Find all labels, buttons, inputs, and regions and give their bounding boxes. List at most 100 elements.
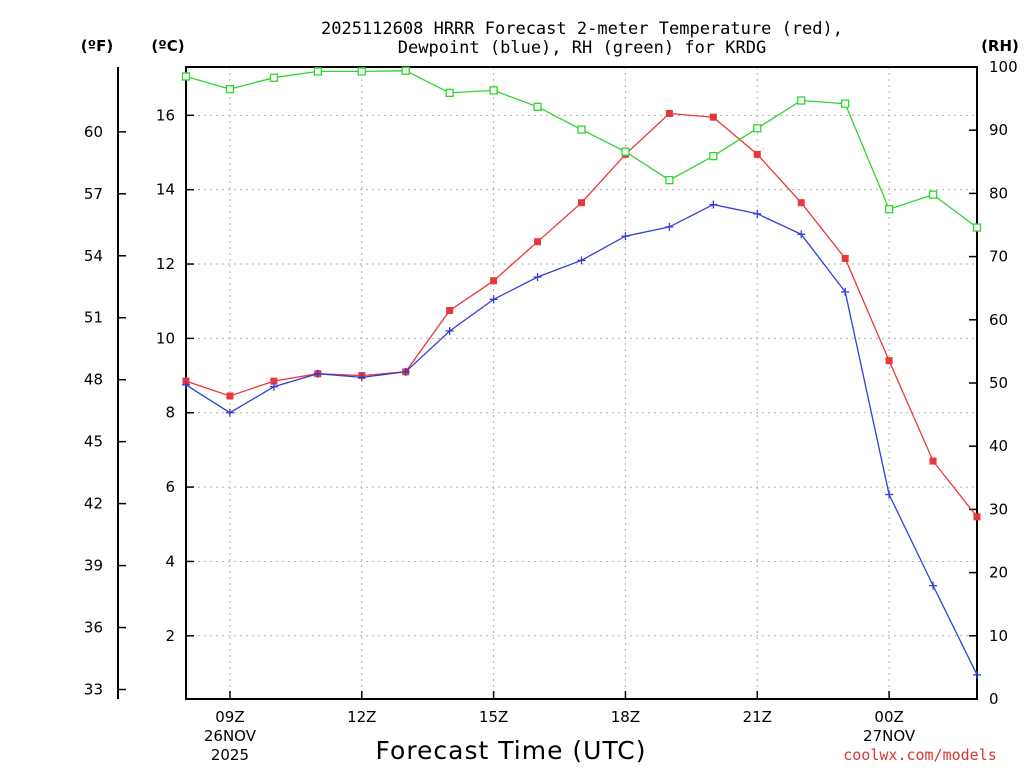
dewpoint-point <box>577 256 586 265</box>
grid-lines <box>186 67 977 699</box>
chart-title-line2: Dewpoint (blue), RH (green) for KRDG <box>398 38 766 58</box>
temperature-point <box>753 150 761 158</box>
temperature-point <box>490 277 498 285</box>
temperature-point <box>534 238 542 246</box>
rh-point <box>445 88 454 98</box>
c-tick-label: 14 <box>156 181 175 199</box>
rh-tick-label: 30 <box>989 500 1008 518</box>
rh-point <box>357 67 366 76</box>
temperature-point <box>929 457 937 465</box>
dewpoint-point <box>313 369 322 378</box>
temperature-point <box>226 392 234 400</box>
dewpoint-series <box>182 200 981 679</box>
x-tick-label: 12Z <box>347 708 376 726</box>
x-tick-date: 26NOV <box>204 727 257 745</box>
temperature-point <box>797 199 805 207</box>
c-tick-label: 4 <box>165 552 175 570</box>
c-tick-label: 16 <box>156 106 175 124</box>
x-tick-year: 2025 <box>211 746 249 764</box>
dewpoint-point <box>445 326 454 335</box>
dewpoint-line <box>185 203 978 676</box>
rh-point <box>928 190 938 199</box>
x-tick-label: 15Z <box>479 708 508 726</box>
rh-point <box>753 124 762 133</box>
rh-tick-label: 10 <box>989 627 1008 645</box>
temperature-point <box>270 377 278 385</box>
chart-title-line1: 2025112608 HRRR Forecast 2-meter Tempera… <box>321 19 843 39</box>
dewpoint-point <box>797 230 806 239</box>
temperature-point <box>578 199 585 207</box>
rh-series <box>181 66 982 232</box>
rh-tick-label: 80 <box>989 184 1008 202</box>
dewpoint-point <box>621 232 630 241</box>
temperature-series <box>182 109 981 521</box>
rh-tick-label: 20 <box>989 564 1008 582</box>
f-tick-label: 39 <box>84 557 103 575</box>
f-tick-label: 36 <box>84 619 103 637</box>
data-series <box>181 66 982 679</box>
rh-point <box>401 66 410 75</box>
dewpoint-point <box>753 209 762 218</box>
dewpoint-point <box>225 408 234 417</box>
dewpoint-point <box>973 670 981 679</box>
rh-point <box>181 72 191 81</box>
temperature-point <box>973 513 981 521</box>
rh-point <box>313 67 322 76</box>
c-tick-label: 2 <box>165 627 175 645</box>
c-tick-label: 8 <box>165 404 175 422</box>
dewpoint-point <box>357 373 366 382</box>
temperature-point <box>446 307 454 315</box>
temperature-point <box>665 109 673 117</box>
rh-point <box>884 205 894 214</box>
rh-tick-label: 40 <box>989 437 1008 455</box>
dewpoint-point <box>929 581 938 590</box>
credit-link[interactable]: coolwx.com/models <box>843 746 997 764</box>
x-tick-date: 27NOV <box>863 727 916 745</box>
f-tick-label: 33 <box>84 680 103 698</box>
rh-tick-label: 50 <box>989 374 1008 392</box>
f-tick-label: 54 <box>84 247 103 265</box>
dewpoint-point <box>489 295 498 304</box>
rh-tick-label: 70 <box>989 248 1008 266</box>
f-tick-label: 57 <box>84 185 103 203</box>
rh-point <box>225 84 235 94</box>
plot-frame <box>185 66 978 700</box>
x-axis-title: Forecast Time (UTC) <box>376 736 647 765</box>
dewpoint-point <box>709 200 718 209</box>
temperature-point <box>841 254 849 262</box>
f-tick-label: 45 <box>84 433 103 451</box>
fahrenheit-unit-label: (ºF) <box>81 37 113 55</box>
dewpoint-point <box>885 490 894 499</box>
rh-tick-label: 0 <box>989 690 999 708</box>
rh-tick-label: 60 <box>989 311 1008 329</box>
dewpoint-point <box>182 380 190 389</box>
rh-point <box>841 99 850 108</box>
rh-unit-label: (RH) <box>981 37 1019 55</box>
rh-point <box>972 223 982 232</box>
rh-tick-label: 90 <box>989 121 1008 139</box>
c-tick-label: 6 <box>165 478 175 496</box>
f-tick-label: 42 <box>84 495 103 513</box>
dewpoint-point <box>401 367 410 376</box>
rh-point <box>533 102 542 111</box>
dewpoint-point <box>269 382 278 391</box>
temperature-point <box>709 113 717 121</box>
celsius-unit-label: (ºC) <box>151 37 184 55</box>
rh-point <box>709 151 718 161</box>
temperature-line <box>185 112 978 518</box>
rh-point <box>489 86 498 95</box>
x-tick-label: 21Z <box>743 708 772 726</box>
x-tick-label: 00Z <box>874 708 903 726</box>
f-tick-label: 48 <box>84 371 103 389</box>
f-tick-label: 51 <box>84 309 103 327</box>
rh-tick-label: 100 <box>989 58 1018 76</box>
c-tick-label: 12 <box>156 255 175 273</box>
rh-point <box>797 96 806 105</box>
temperature-point <box>885 357 893 365</box>
f-tick-label: 60 <box>84 123 103 141</box>
rh-point <box>269 73 279 82</box>
dewpoint-point <box>533 273 542 282</box>
dewpoint-point <box>841 287 850 296</box>
